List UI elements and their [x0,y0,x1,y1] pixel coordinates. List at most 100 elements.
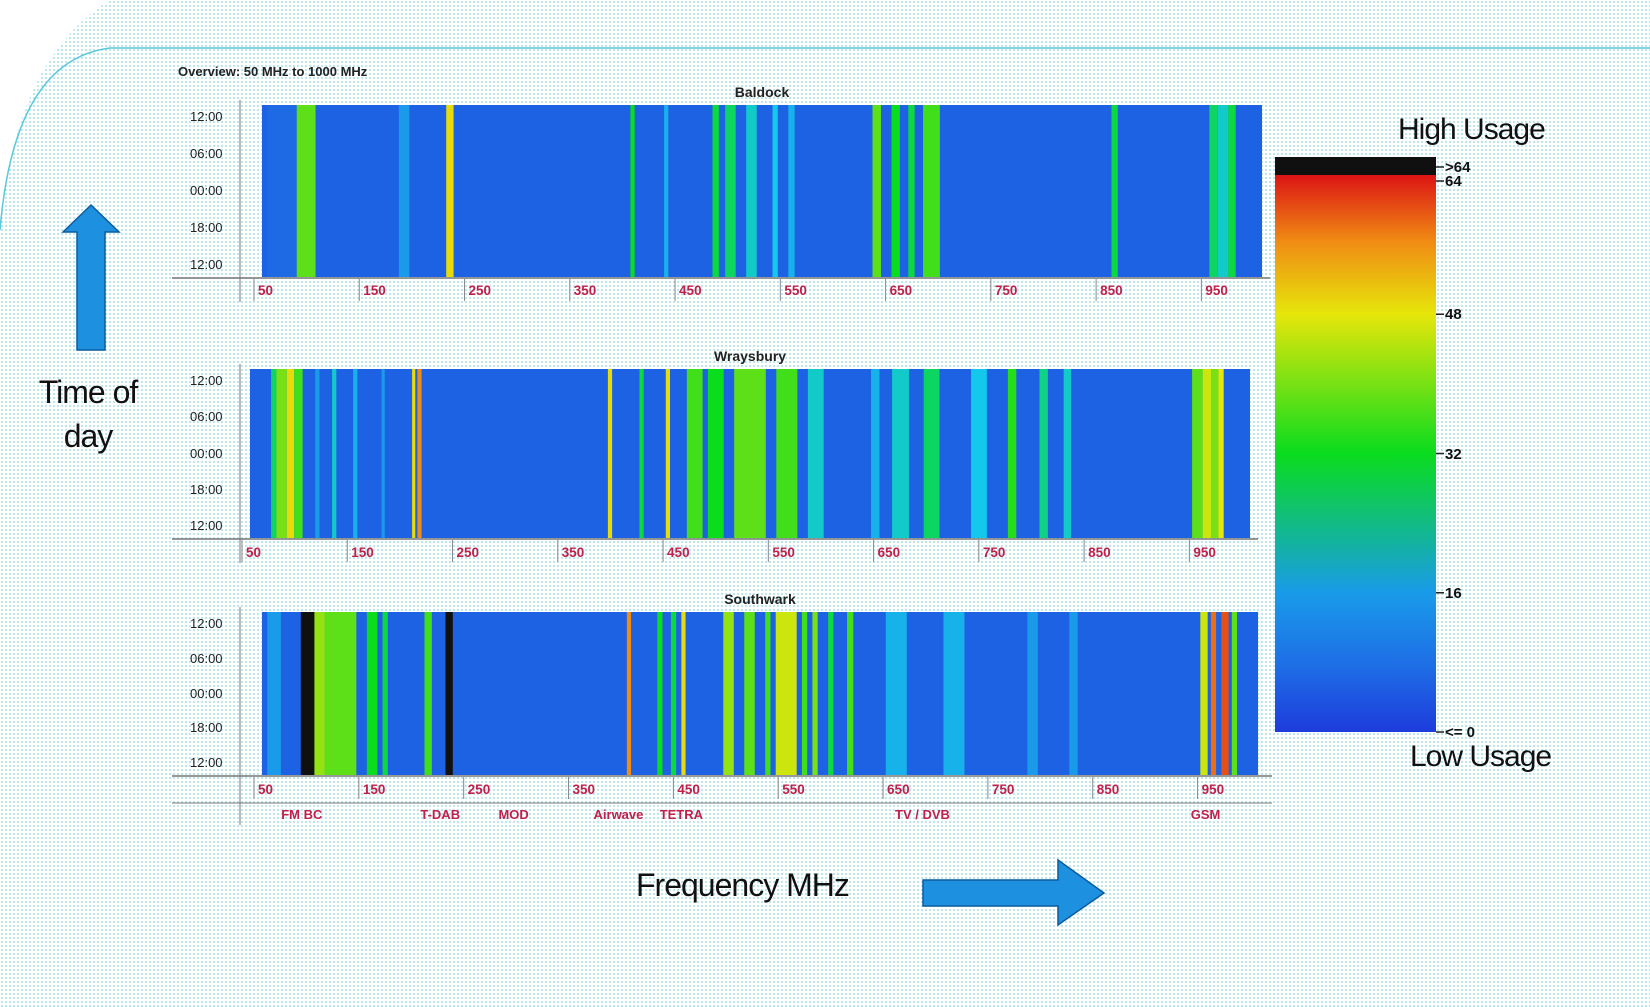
heatmap-band [725,105,736,277]
y-tick-label: 12:00 [190,616,223,631]
heatmap-background [262,105,1262,277]
heatmap-band [1007,369,1017,538]
heatmap-band [723,612,734,775]
heatmap-band [315,105,347,277]
heatmap-band [446,105,454,277]
x-tick-label: 850 [1100,283,1123,298]
heatmap-band [296,105,316,277]
heatmap-band [424,612,432,775]
x-axis-label: Frequency MHz [636,867,850,903]
heatmap-band [1228,105,1236,277]
heatmap-band [1111,105,1118,277]
band-label: GSM [1190,807,1221,822]
heatmap-band [885,612,907,775]
heatmap-band [1202,369,1212,538]
colorbar [1275,175,1436,732]
heatmap-band [892,369,909,538]
heatmap-band [776,369,798,538]
chart-title: Overview: 50 MHz to 1000 MHz [178,64,368,79]
x-tick-label: 450 [677,782,700,797]
heatmap-band [417,369,422,538]
x-tick-label: 550 [772,545,795,560]
heatmap-band [746,105,757,277]
panel-title: Wraysbury [713,348,787,364]
heatmap-band [707,369,724,538]
x-tick-label: 250 [467,782,491,797]
x-tick-label: 550 [784,283,807,298]
heatmap-band [1200,612,1208,775]
panel-title: Baldock [734,84,790,100]
heatmap-band [872,105,881,277]
heatmap-band [847,612,854,775]
heatmap-band [812,612,818,775]
colorbar-low-label: Low Usage [1410,740,1552,773]
x-tick-label: 50 [258,782,274,797]
heatmap-band [712,105,719,277]
band-label: Airwave [593,807,644,822]
x-tick-label: 150 [363,283,386,298]
heatmap-band [1217,105,1229,277]
heatmap-band [1221,612,1229,775]
heatmap-band [276,369,287,538]
heatmap-band [1039,369,1048,538]
heatmap-band [286,369,295,538]
x-tick-label: 950 [1201,782,1225,797]
x-tick-label: 450 [667,545,690,560]
heatmap-band [630,105,635,277]
heatmap-band [734,369,766,538]
x-tick-label: 750 [982,545,1006,560]
x-tick-label: 950 [1193,545,1216,560]
x-tick-label: 850 [1088,545,1111,560]
heatmap-band [332,369,337,538]
heatmap-band [923,369,940,538]
colorbar-tick-label: 16 [1445,584,1462,602]
heatmap-band [657,612,663,775]
colorbar-tick-label: 48 [1445,306,1462,324]
x-tick-label: 450 [679,283,702,298]
colorbar-tick-label: <= 0 [1445,724,1476,741]
heatmap-band [828,612,834,775]
y-tick-label: 12:00 [190,518,223,533]
heatmap-band [744,612,755,775]
heatmap-band [314,612,325,775]
heatmap-band [772,105,778,277]
heatmap-band [1218,369,1224,538]
x-tick-label: 350 [561,545,585,560]
heatmap-band [366,612,378,775]
heatmap-band [908,105,915,277]
heatmap-band [807,369,824,538]
heatmap-band [1069,612,1078,775]
heatmap-band [801,612,808,775]
x-tick-label: 50 [246,545,262,560]
colorbar-tick-label: 32 [1445,445,1462,463]
band-label: TETRA [659,807,704,822]
y-tick-label: 18:00 [190,481,223,497]
band-label: FM BC [281,807,323,822]
heatmap-band [382,612,388,775]
heatmap-band [412,369,416,538]
heatmap-band [1027,612,1038,775]
heatmap-band [300,612,315,775]
x-tick-label: 150 [351,545,374,560]
x-tick-label: 250 [468,283,492,298]
x-tick-label: 350 [573,283,597,298]
heatmap-band [315,369,320,538]
y-tick-label: 06:00 [190,409,223,425]
heatmap-band [445,612,453,775]
x-tick-label: 250 [456,545,480,560]
x-tick-label: 650 [877,545,901,560]
band-label: TV / DVB [895,807,950,822]
panel-title: Southwark [724,591,796,607]
heatmap-band [775,612,797,775]
y-tick-label: 00:00 [190,685,223,701]
x-tick-label: 550 [782,782,805,797]
heatmap-band [294,369,303,538]
heatmap-band [1231,612,1238,775]
heatmap-band [871,369,880,538]
y-tick-label: 18:00 [190,220,223,235]
y-tick-label: 06:00 [190,146,223,161]
heatmap-band [943,612,965,775]
